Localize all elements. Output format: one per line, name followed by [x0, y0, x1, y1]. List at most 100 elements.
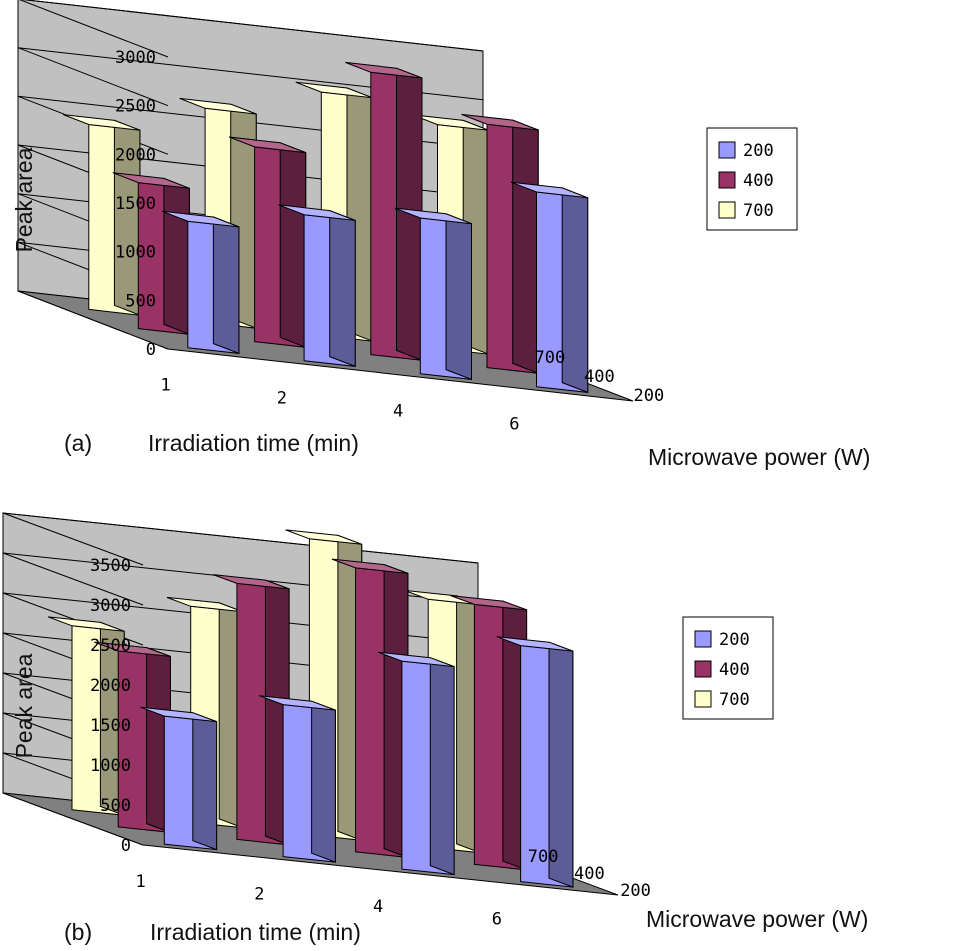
panel-label: (b): [64, 919, 92, 945]
x-tick-label: 6: [509, 415, 519, 435]
bar-top-face: [496, 636, 574, 652]
chart-panel-b: 0 500 1000 1500 2000 2500 3000 3500 1 2 4 6 700 400…: [2, 512, 868, 945]
bar-top-face: [140, 706, 217, 723]
x-axis-label: Irradiation time (min): [148, 430, 359, 456]
y-tick-labels: 0 500 1000 1500 2000 2500 3000 3500: [90, 556, 131, 856]
depth-tick-label: 200: [620, 881, 651, 901]
bar-top-face: [285, 529, 362, 545]
legend-swatch: [718, 141, 736, 159]
bar-side-face: [212, 216, 240, 355]
y-axis-label: Peak area: [11, 653, 37, 758]
bar-700-1: [63, 114, 141, 316]
y-tick-label: 1000: [90, 756, 131, 776]
depth-tick-label: 400: [574, 864, 605, 884]
depth-tick-label: 700: [535, 348, 566, 368]
bar-top-face: [461, 113, 539, 131]
y-tick-label: 2500: [115, 97, 156, 117]
legend-swatch: [718, 171, 736, 189]
depth-tick-label: 200: [634, 386, 665, 406]
y-tick-label: 3000: [90, 596, 131, 616]
bars: [63, 61, 589, 394]
depth-tick-label: 400: [584, 367, 615, 387]
bar-top-face: [179, 97, 257, 115]
bar-top-face: [48, 616, 125, 632]
bar-top-face: [377, 651, 455, 668]
bar-400-2: [228, 136, 307, 349]
y-tick-label: 3000: [115, 48, 156, 68]
bar-200-4: [377, 651, 455, 876]
legend-swatch: [718, 201, 736, 219]
bar-200-1: [140, 706, 218, 851]
depth-tick-label: 700: [528, 847, 559, 867]
bar-top-face: [259, 695, 336, 711]
bar-side-face: [429, 656, 455, 876]
y-tick-label: 0: [121, 836, 131, 856]
bar-200-2: [278, 204, 356, 368]
bar-side-face: [329, 209, 356, 368]
legend-label: 400: [743, 171, 774, 191]
y-tick-label: 1500: [115, 194, 156, 214]
x-tick-label: 6: [492, 909, 502, 929]
legend-swatch: [694, 660, 712, 678]
bar-side-face: [561, 187, 589, 394]
y-tick-label: 500: [125, 291, 156, 311]
legend-swatch: [694, 630, 712, 648]
bar-top-face: [63, 114, 141, 131]
bar-400-4: [345, 61, 423, 362]
x-tick-label: 2: [254, 884, 264, 904]
bar-top-face: [228, 136, 306, 154]
bar-side-face: [512, 119, 539, 375]
legend-swatch: [694, 690, 712, 708]
depth-tick-labels: 700 400 200: [535, 348, 665, 406]
y-tick-label: 500: [100, 796, 131, 816]
y-tick-label: 1500: [90, 716, 131, 736]
legend-label: 400: [719, 660, 750, 680]
y-tick-labels: 0 500 1000 1500 2000 2500 3000: [115, 48, 156, 360]
y-tick-label: 2000: [115, 145, 156, 165]
x-axis-label: Irradiation time (min): [150, 919, 361, 945]
bar-top-face: [212, 574, 290, 590]
bar-top-face: [295, 81, 373, 99]
x-tick-label: 4: [373, 897, 383, 917]
y-tick-label: 2000: [90, 676, 131, 696]
depth-axis-label: Microwave power (W): [646, 906, 868, 932]
depth-axis-label: Microwave power (W): [648, 444, 870, 470]
y-axis-label: Peak area: [11, 147, 37, 252]
x-tick-label: 1: [136, 872, 146, 892]
y-tick-label: 3500: [90, 556, 131, 576]
bar-200-6: [496, 636, 574, 888]
bar-top-face: [450, 595, 527, 611]
y-tick-label: 0: [146, 340, 156, 360]
x-tick-labels: 1 2 4 6: [161, 376, 520, 435]
legend: 200 400 700: [682, 616, 774, 720]
bar-top-face: [278, 204, 356, 221]
bar-200-1: [162, 210, 240, 355]
bar-400-4: [331, 558, 409, 859]
legend-label: 700: [719, 690, 750, 710]
bar-top-face: [394, 207, 472, 225]
bar-700-1: [48, 616, 125, 817]
legend-label: 200: [719, 630, 750, 650]
y-tick-label: 2500: [90, 636, 131, 656]
x-tick-labels: 1 2 4 6: [136, 872, 503, 930]
bar-top-face: [166, 596, 244, 613]
bar-200-4: [394, 207, 472, 381]
x-tick-label: 4: [393, 402, 403, 422]
bar-side-face: [279, 142, 307, 349]
x-tick-label: 1: [161, 376, 171, 396]
bar-200-6: [510, 181, 589, 394]
bars: [48, 529, 574, 888]
bar-side-face: [311, 700, 336, 863]
gridline: [19, 0, 484, 58]
legend-label: 700: [743, 201, 774, 221]
bar-top-face: [331, 558, 409, 574]
panel-label: (a): [64, 430, 92, 456]
bar-side-face: [163, 177, 190, 336]
bar-side-face: [445, 213, 472, 381]
bar-top-face: [112, 172, 190, 189]
x-tick-label: 2: [277, 389, 287, 409]
bar-top-face: [345, 61, 423, 79]
legend: 200 400 700: [706, 127, 798, 231]
